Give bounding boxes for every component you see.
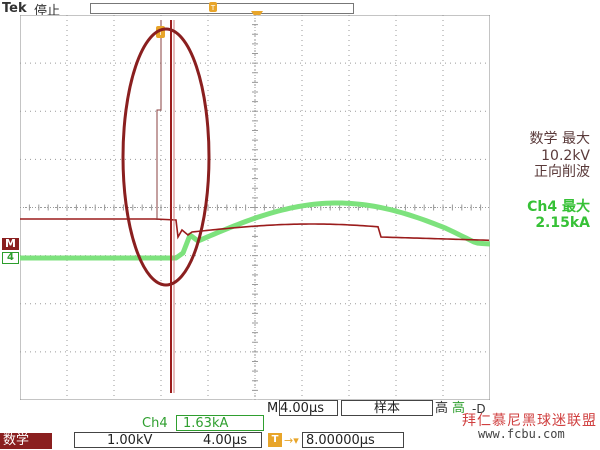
timebase-readout[interactable]: 4.00μs bbox=[279, 400, 338, 416]
trigger-arrow-icon: →▾ bbox=[284, 434, 299, 447]
reference-icon: -D bbox=[472, 402, 486, 416]
graticule bbox=[20, 15, 490, 400]
svg-text:T: T bbox=[157, 29, 163, 37]
acquisition-mode[interactable]: 样本 bbox=[341, 400, 433, 416]
scope-display[interactable]: T bbox=[20, 15, 490, 400]
ch4-readout-value: 2.15kA bbox=[535, 215, 590, 231]
math-scale-box[interactable]: 1.00kV 4.00μs bbox=[74, 432, 262, 448]
resolution-label: 高 bbox=[435, 401, 449, 416]
math-channel-chip[interactable]: 数学 bbox=[0, 433, 52, 449]
timebase-prefix: M bbox=[267, 401, 279, 416]
annotation-ellipse bbox=[121, 27, 211, 287]
ch4-trace bbox=[20, 200, 490, 261]
brand-logo: Tek bbox=[2, 1, 27, 16]
math-readout-label: 正向削波 bbox=[534, 164, 590, 180]
math-pre-step bbox=[156, 20, 162, 220]
ch4-channel-marker[interactable]: 4 bbox=[2, 252, 19, 264]
ch4-measurement-value[interactable]: 1.63kA bbox=[176, 415, 264, 431]
trigger-position[interactable]: 8.00000μs bbox=[302, 432, 404, 448]
math-readout-value: 10.2kV bbox=[541, 148, 590, 164]
math-time-scale: 4.00μs bbox=[203, 433, 247, 448]
svg-text:T: T bbox=[210, 4, 216, 12]
record-length-bar bbox=[90, 3, 354, 14]
math-readout-title: 数学 最大 bbox=[529, 131, 590, 147]
math-trace bbox=[20, 218, 490, 242]
record-trigger-icon: T bbox=[209, 2, 217, 12]
trigger-icon[interactable]: T bbox=[268, 433, 282, 447]
watermark-url: www.fcbu.com bbox=[478, 427, 565, 441]
math-vertical-scale: 1.00kV bbox=[107, 433, 153, 448]
resolution-label-active: 高 bbox=[452, 401, 466, 416]
watermark-text: 拜仁慕尼黑球迷联盟 bbox=[462, 413, 597, 429]
ch4-measurement-label: Ch4 bbox=[142, 416, 168, 431]
math-channel-marker[interactable]: M bbox=[2, 238, 19, 250]
ch4-readout-title: Ch4 最大 bbox=[527, 199, 590, 215]
